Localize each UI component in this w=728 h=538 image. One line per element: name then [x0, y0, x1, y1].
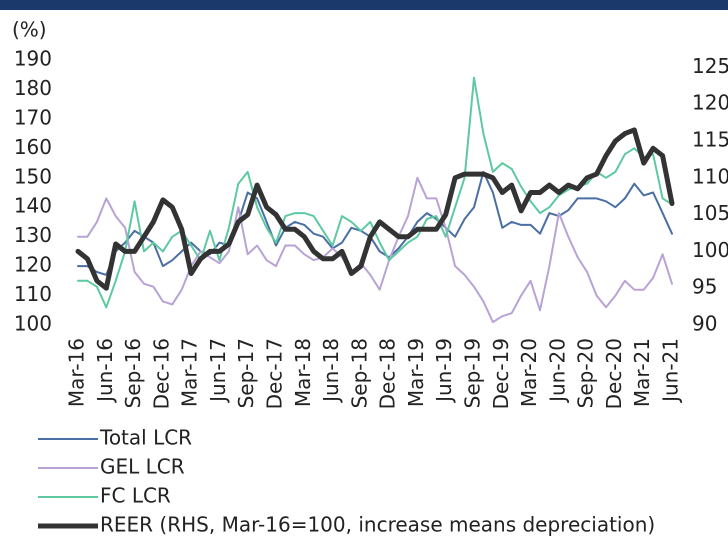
x-tick-label: Dec-18 — [376, 338, 400, 409]
x-tick-label: Sep-19 — [461, 338, 485, 408]
y-tick-label: 140 — [14, 194, 52, 218]
x-tick-label: Dec-16 — [149, 338, 173, 409]
y-tick-label: 130 — [14, 223, 52, 247]
x-tick-label: Jun-21 — [659, 338, 683, 404]
y2-tick-label: 125 — [692, 54, 728, 78]
series-line — [75, 127, 675, 291]
x-tick-label: Sep-18 — [347, 338, 371, 408]
x-tick-label: Sep-16 — [121, 338, 145, 408]
x-tick-label: Mar-20 — [517, 338, 541, 407]
x-tick-label: Jun-19 — [432, 338, 456, 404]
x-tick-label: Mar-17 — [178, 338, 202, 407]
y-tick-label: 170 — [14, 105, 52, 129]
y-axis-label: (%) — [12, 18, 47, 42]
series-line — [77, 76, 673, 309]
x-tick-label: Mar-16 — [65, 338, 89, 407]
x-tick-label: Jun-17 — [206, 338, 230, 404]
y-tick-label: 150 — [14, 164, 52, 188]
x-tick-label: Sep-17 — [234, 338, 258, 408]
x-tick-label: Jun-18 — [319, 338, 343, 404]
y-tick-label: 180 — [14, 76, 52, 100]
y2-tick-label: 90 — [692, 312, 717, 336]
y2-tick-label: 95 — [692, 275, 717, 299]
x-tick-label: Sep-20 — [574, 338, 598, 408]
y2-tick-label: 115 — [692, 127, 728, 151]
x-tick-label: Mar-19 — [404, 338, 428, 407]
y2-tick-label: 120 — [692, 91, 728, 115]
series-line — [77, 176, 673, 324]
series-line — [77, 170, 673, 276]
y-tick-label: 190 — [14, 47, 52, 71]
x-tick-label: Mar-21 — [630, 338, 654, 407]
y-tick-label: 100 — [14, 312, 52, 336]
x-tick-label: Dec-20 — [602, 338, 626, 409]
y2-tick-label: 110 — [692, 164, 728, 188]
x-tick-label: Mar-18 — [291, 338, 315, 407]
header-bar — [0, 0, 728, 10]
legend-label: Total LCR — [99, 426, 192, 450]
x-tick-label: Jun-16 — [93, 338, 117, 404]
y-tick-label: 110 — [14, 282, 52, 306]
y-tick-label: 120 — [14, 253, 52, 277]
x-tick-label: Dec-17 — [263, 338, 287, 409]
legend-label: REER (RHS, Mar-16=100, increase means de… — [100, 513, 655, 537]
y-tick-label: 160 — [14, 135, 52, 159]
y2-tick-label: 100 — [692, 238, 728, 262]
legend-label: FC LCR — [100, 484, 171, 508]
x-tick-label: Jun-20 — [545, 338, 569, 404]
x-tick-label: Dec-19 — [489, 338, 513, 409]
legend-label: GEL LCR — [100, 455, 185, 479]
y2-tick-label: 105 — [692, 201, 728, 225]
